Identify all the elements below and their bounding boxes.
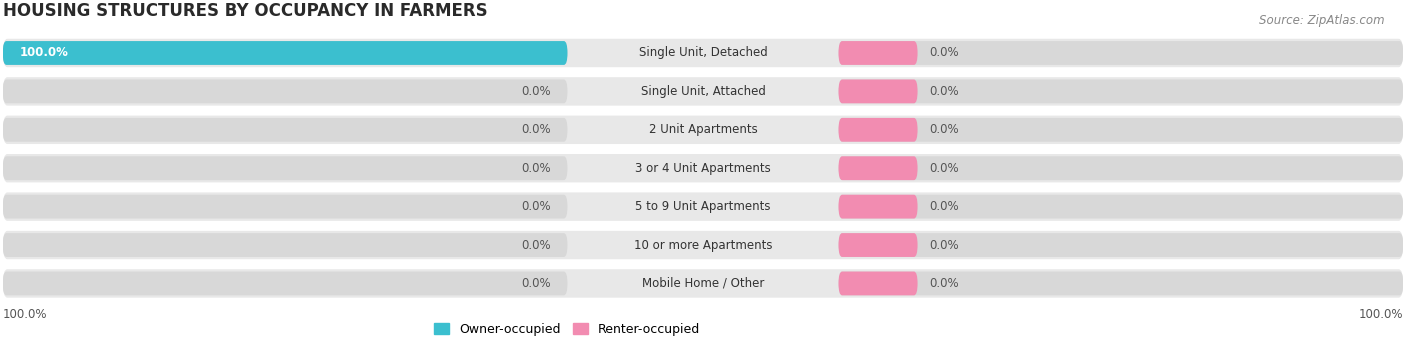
Legend: Owner-occupied, Renter-occupied: Owner-occupied, Renter-occupied (429, 318, 706, 341)
Text: 0.0%: 0.0% (929, 85, 959, 98)
Text: Single Unit, Attached: Single Unit, Attached (641, 85, 765, 98)
Text: 10 or more Apartments: 10 or more Apartments (634, 239, 772, 252)
Text: 0.0%: 0.0% (929, 239, 959, 252)
FancyBboxPatch shape (838, 271, 1403, 295)
Text: 0.0%: 0.0% (520, 123, 551, 136)
Text: Mobile Home / Other: Mobile Home / Other (641, 277, 765, 290)
FancyBboxPatch shape (3, 269, 1403, 298)
FancyBboxPatch shape (3, 116, 1403, 144)
FancyBboxPatch shape (3, 154, 1403, 182)
Text: 0.0%: 0.0% (929, 277, 959, 290)
FancyBboxPatch shape (838, 195, 1403, 219)
FancyBboxPatch shape (3, 195, 568, 219)
FancyBboxPatch shape (3, 118, 568, 142)
FancyBboxPatch shape (838, 233, 1403, 257)
Text: 0.0%: 0.0% (929, 46, 959, 59)
FancyBboxPatch shape (3, 41, 568, 65)
Text: 100.0%: 100.0% (20, 46, 69, 59)
Text: HOUSING STRUCTURES BY OCCUPANCY IN FARMERS: HOUSING STRUCTURES BY OCCUPANCY IN FARME… (3, 2, 488, 20)
Text: 0.0%: 0.0% (520, 239, 551, 252)
FancyBboxPatch shape (3, 233, 568, 257)
FancyBboxPatch shape (838, 195, 918, 219)
Text: 0.0%: 0.0% (520, 85, 551, 98)
Text: 0.0%: 0.0% (520, 277, 551, 290)
Text: 100.0%: 100.0% (1358, 308, 1403, 322)
FancyBboxPatch shape (3, 41, 568, 65)
FancyBboxPatch shape (838, 233, 918, 257)
FancyBboxPatch shape (838, 79, 918, 103)
FancyBboxPatch shape (838, 156, 1403, 180)
Text: 0.0%: 0.0% (929, 200, 959, 213)
FancyBboxPatch shape (3, 231, 1403, 259)
Text: Source: ZipAtlas.com: Source: ZipAtlas.com (1260, 14, 1385, 27)
FancyBboxPatch shape (3, 192, 1403, 221)
Text: 0.0%: 0.0% (520, 200, 551, 213)
FancyBboxPatch shape (3, 79, 568, 103)
FancyBboxPatch shape (3, 77, 1403, 106)
Text: Single Unit, Detached: Single Unit, Detached (638, 46, 768, 59)
FancyBboxPatch shape (838, 156, 918, 180)
FancyBboxPatch shape (838, 118, 1403, 142)
FancyBboxPatch shape (3, 39, 1403, 67)
Text: 0.0%: 0.0% (520, 162, 551, 175)
FancyBboxPatch shape (838, 118, 918, 142)
Text: 2 Unit Apartments: 2 Unit Apartments (648, 123, 758, 136)
Text: 0.0%: 0.0% (929, 162, 959, 175)
Text: 5 to 9 Unit Apartments: 5 to 9 Unit Apartments (636, 200, 770, 213)
FancyBboxPatch shape (838, 271, 918, 295)
FancyBboxPatch shape (838, 41, 918, 65)
Text: 0.0%: 0.0% (929, 123, 959, 136)
Text: 3 or 4 Unit Apartments: 3 or 4 Unit Apartments (636, 162, 770, 175)
FancyBboxPatch shape (838, 41, 1403, 65)
FancyBboxPatch shape (3, 156, 568, 180)
FancyBboxPatch shape (3, 271, 568, 295)
Text: 100.0%: 100.0% (3, 308, 48, 322)
FancyBboxPatch shape (838, 79, 1403, 103)
